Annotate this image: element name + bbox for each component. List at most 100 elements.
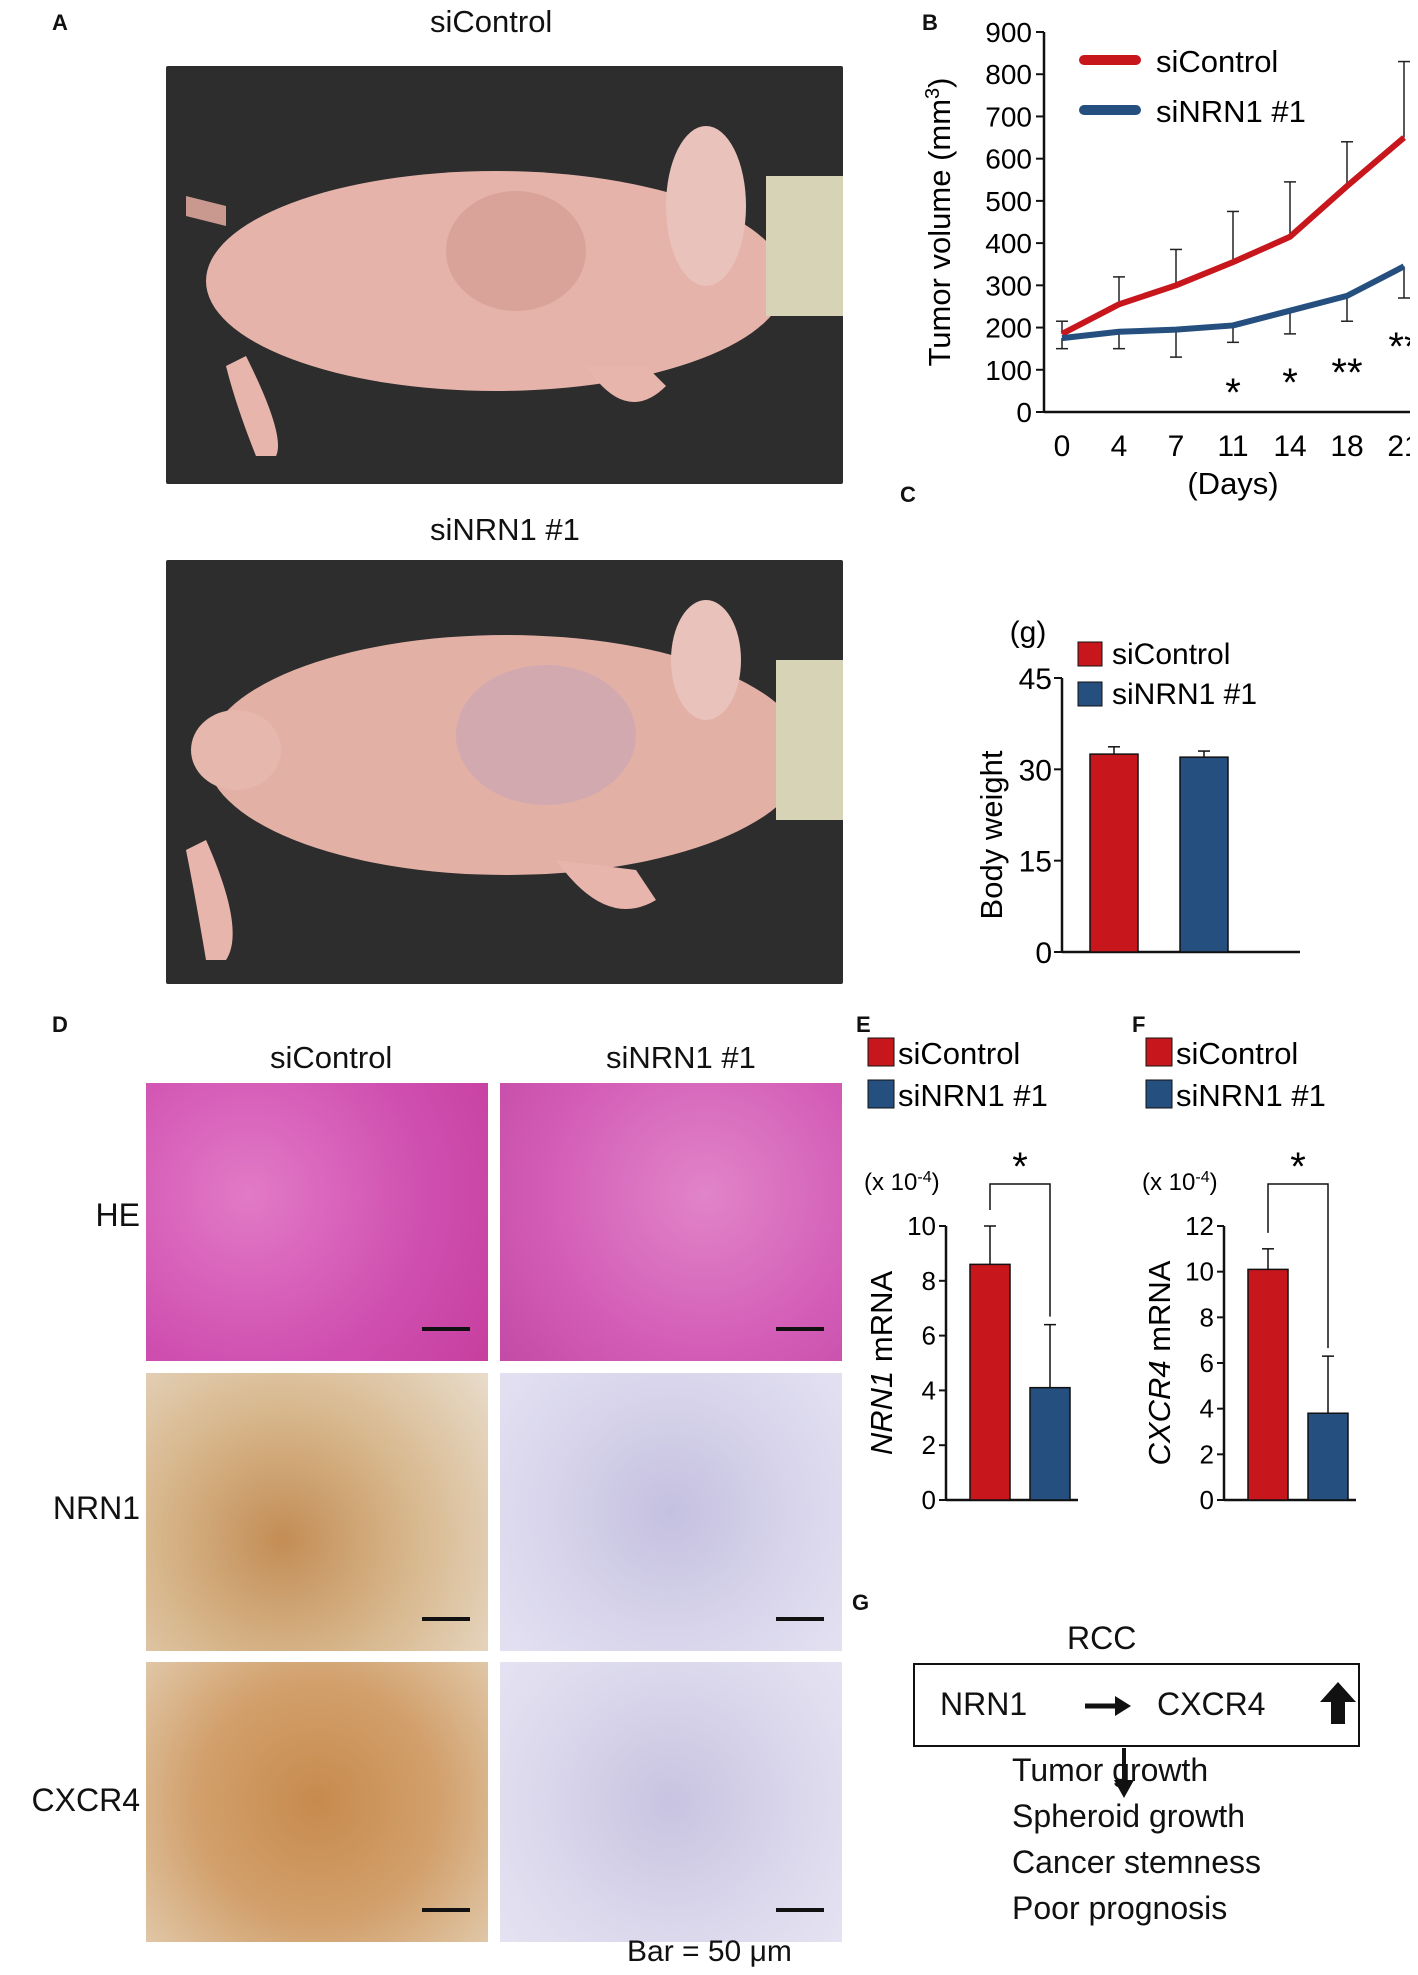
pathway-nrn1: NRN1 <box>940 1686 1028 1722</box>
significance-bracket <box>1267 1183 1329 1349</box>
y-tick-label: 4 <box>922 1375 936 1405</box>
y-tick-label: 800 <box>985 59 1032 90</box>
bar-sicontrol <box>1247 1268 1289 1501</box>
y-tick-label: 8 <box>922 1266 936 1296</box>
scale-bar <box>776 1908 824 1912</box>
significance-mark: * <box>1225 371 1241 415</box>
significance-mark: * <box>1012 1145 1028 1189</box>
pathway-cxcr4: CXCR4 <box>1157 1686 1266 1722</box>
up-arrow-icon <box>1320 1682 1356 1724</box>
panel-label-f: F <box>1132 1012 1146 1037</box>
legend-label: siControl <box>1156 44 1278 79</box>
y-unit-label: (g) <box>1010 616 1047 649</box>
legend-label: siControl <box>1176 1036 1298 1071</box>
x-tick-label: 4 <box>1111 430 1128 463</box>
y-tick-label: 200 <box>985 313 1032 344</box>
x-tick-label: 18 <box>1330 430 1363 463</box>
row-label-cxcr4: CXCR4 <box>31 1782 140 1818</box>
x-tick-label: 14 <box>1273 430 1306 463</box>
down-arrow-icon <box>1114 1748 1134 1798</box>
series-line-sinrn1 <box>1061 263 1406 342</box>
y-tick-label: 4 <box>1200 1394 1214 1424</box>
scale-bar <box>422 1617 470 1621</box>
outcome-spheroid-growth: Spheroid growth <box>1012 1798 1246 1834</box>
legend-label: siNRN1 #1 <box>1156 94 1306 129</box>
legend-label: siControl <box>898 1036 1020 1071</box>
panel-a-bottom-title: siNRN1 #1 <box>430 512 580 547</box>
legend-label: siControl <box>1112 638 1230 671</box>
bar-sicontrol <box>969 1263 1011 1501</box>
y-axis-label: NRN1 mRNA <box>864 1271 899 1456</box>
mouse-illustration-icon <box>186 126 843 456</box>
significance-mark: * <box>1290 1145 1306 1189</box>
significance-mark: ** <box>1331 351 1362 395</box>
x-axis-label: (Days) <box>1187 466 1278 501</box>
outcome-poor-prognosis: Poor prognosis <box>1012 1890 1228 1926</box>
right-arrow-icon <box>1085 1696 1131 1716</box>
outcome-cancer-stemness: Cancer stemness <box>1012 1844 1261 1880</box>
significance-mark: * <box>1282 361 1298 405</box>
chart-e: siControl siNRN1 #1 0 2 4 6 8 10 (x 10-4) NRN1 mR… <box>864 1036 1078 1515</box>
series-line-sicontrol <box>1060 135 1406 337</box>
chart-b: 0 100 200 300 400 500 600 700 800 900 0 4 7 11 14 18 21 (… <box>922 20 1410 501</box>
y-tick-label: 400 <box>985 228 1032 259</box>
y-tick-label: 900 <box>985 20 1032 48</box>
x-tick-label: 11 <box>1217 430 1248 463</box>
y-axis-label: Body weight <box>974 750 1009 919</box>
mouse-photo-sinrn1 <box>166 560 843 984</box>
scale-bar <box>422 1908 470 1912</box>
rcc-title: RCC <box>1067 1620 1137 1656</box>
scale-bar <box>422 1327 470 1331</box>
scale-bar-note: Bar = 50 μm <box>627 1935 792 1968</box>
histology-nrn1-sinrn1 <box>500 1373 842 1651</box>
y-tick-label: 600 <box>985 144 1032 175</box>
y-scale-label: (x 10-4) <box>864 1169 940 1197</box>
scale-bar <box>776 1617 824 1621</box>
bar-sinrn1 <box>1307 1412 1349 1501</box>
panel-d-col-title-sinrn1: siNRN1 #1 <box>606 1040 756 1075</box>
panel-label-g: G <box>852 1590 870 1615</box>
bar-sicontrol <box>1089 753 1139 953</box>
row-label-he: HE <box>95 1197 140 1233</box>
y-tick-label: 300 <box>985 270 1032 301</box>
y-tick-label: 2 <box>922 1430 936 1460</box>
panel-a-top-title: siControl <box>430 4 553 39</box>
significance-bracket <box>989 1183 1051 1317</box>
y-tick-label: 0 <box>1016 397 1032 428</box>
legend-swatch <box>1145 1079 1173 1109</box>
legend-label: siNRN1 #1 <box>1112 678 1257 711</box>
mouse-photo-sicontrol <box>166 66 843 484</box>
outcome-tumor-growth: Tumor growth <box>1012 1752 1209 1788</box>
y-tick-label: 0 <box>1035 937 1052 970</box>
panel-d-col-title-sicontrol: siControl <box>270 1040 393 1075</box>
bar-sinrn1 <box>1179 756 1229 953</box>
y-axis-label: CXCR4 mRNA <box>1142 1260 1177 1465</box>
legend-label: siNRN1 #1 <box>898 1078 1048 1113</box>
legend-label: siNRN1 #1 <box>1176 1078 1326 1113</box>
y-tick-label: 10 <box>907 1211 936 1241</box>
bar-sinrn1 <box>1029 1386 1071 1501</box>
significance-mark: ** <box>1388 325 1410 369</box>
histology-nrn1-sicontrol <box>146 1373 488 1651</box>
y-tick-label: 700 <box>985 101 1032 132</box>
row-label-nrn1: NRN1 <box>52 1490 140 1526</box>
histology-he-sinrn1 <box>500 1083 842 1361</box>
y-tick-label: 2 <box>1200 1439 1214 1469</box>
y-scale-label: (x 10-4) <box>1142 1169 1218 1197</box>
y-tick-label: 12 <box>1185 1211 1214 1241</box>
histology-cxcr4-sicontrol <box>146 1662 488 1942</box>
legend-swatch <box>1077 681 1103 707</box>
y-tick-label: 0 <box>1200 1485 1214 1515</box>
y-axis-label: Tumor volume (mm3) <box>922 78 957 367</box>
panel-label-b: B <box>922 10 938 35</box>
chart-f: siControl siNRN1 #1 0 2 4 6 8 10 12 (x 10-4) CXCR4… <box>1142 1036 1356 1515</box>
legend-swatch <box>867 1079 895 1109</box>
legend-swatch <box>867 1037 895 1067</box>
panel-label-d: D <box>52 1012 68 1037</box>
histology-he-sicontrol <box>146 1083 488 1361</box>
y-tick-label: 500 <box>985 186 1032 217</box>
scale-bar <box>776 1327 824 1331</box>
legend-swatch <box>1145 1037 1173 1067</box>
chart-c: 0 15 30 45 (g) Body weight siControl siNRN1 #1 <box>974 616 1300 970</box>
x-tick-label: 0 <box>1054 430 1071 463</box>
